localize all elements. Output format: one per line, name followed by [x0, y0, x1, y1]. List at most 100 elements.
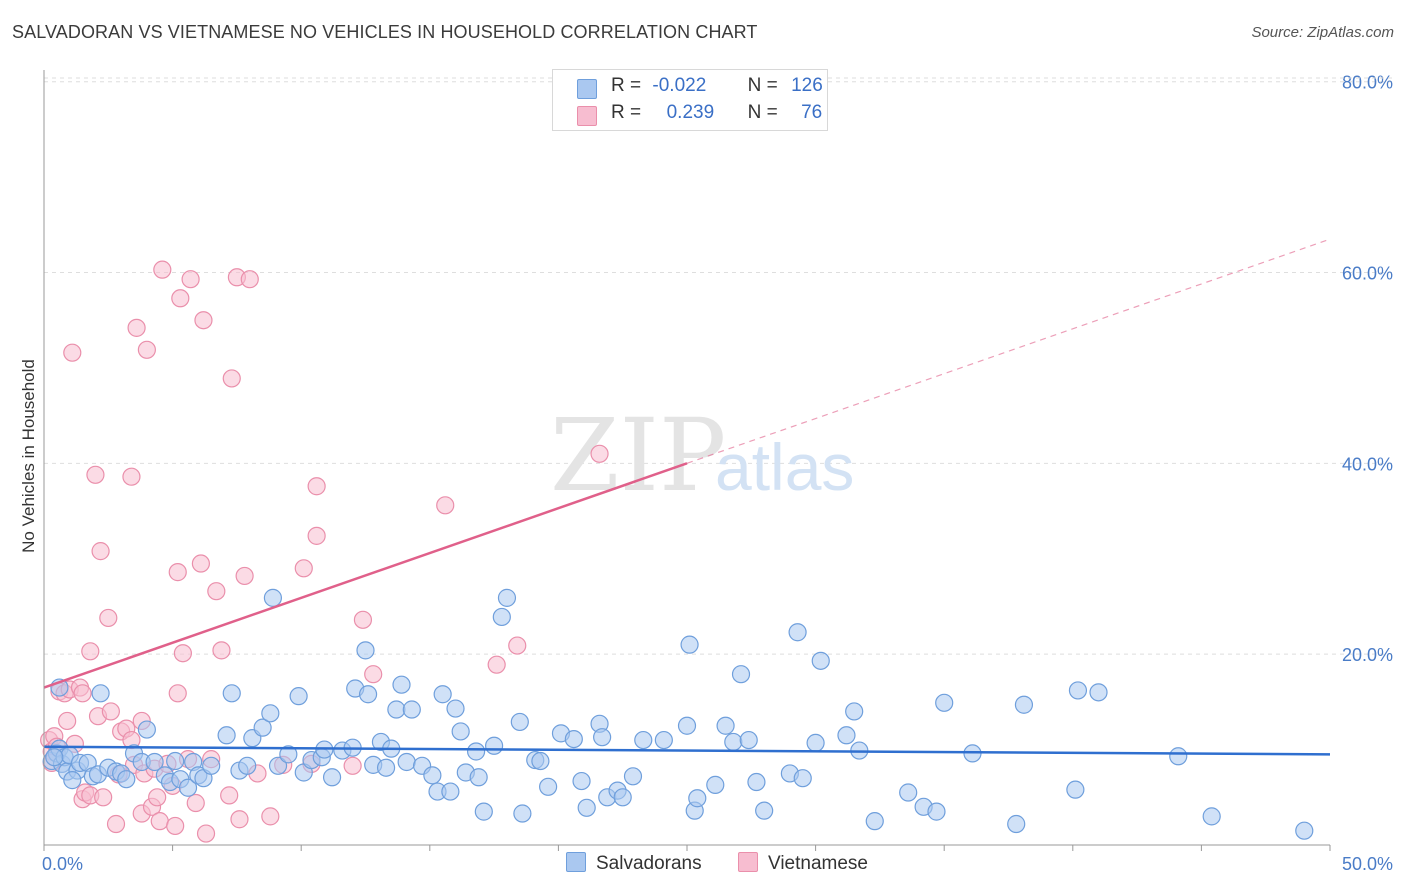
vietnamese-point: [101, 702, 120, 721]
salvadoran-point: [539, 777, 558, 796]
vietnamese-point: [307, 477, 326, 496]
salvadoran-point: [513, 804, 532, 823]
salvadoran-point: [577, 798, 596, 817]
y-tick-label: 80.0%: [1342, 73, 1393, 93]
salvadoran-point: [145, 752, 164, 772]
salvadoran-point: [865, 812, 884, 831]
legend-label: Vietnamese: [768, 853, 868, 874]
vietnamese-point: [261, 807, 280, 826]
legend-n-value: 76: [801, 102, 823, 123]
salvadoran-point: [706, 775, 725, 794]
vietnamese-point: [81, 642, 100, 661]
salvadoran-point: [837, 726, 856, 745]
vietnamese-point: [364, 665, 383, 684]
vietnamese-point: [294, 559, 313, 578]
legend-item-vietnamese[interactable]: Vietnamese: [738, 852, 868, 875]
salvadoran-point: [376, 758, 396, 777]
salvadoran-point: [1007, 814, 1026, 834]
vietnamese-point: [207, 582, 226, 601]
legend-item-salvadorans[interactable]: Salvadorans: [566, 852, 702, 875]
salvadoran-point: [677, 716, 697, 735]
vietnamese-point: [222, 369, 241, 388]
source-credit: Source: ZipAtlas.com: [1251, 24, 1394, 41]
vietnamese-point: [508, 636, 527, 655]
salvadoran-point: [680, 635, 699, 654]
vietnamese-point: [137, 340, 156, 359]
salvadoran-point: [289, 687, 308, 706]
vietnamese-point: [58, 711, 77, 731]
legend-r-label: R =: [611, 75, 642, 96]
salvadoran-point: [623, 767, 643, 786]
legend-swatch-pink: [577, 106, 597, 126]
vietnamese-point: [186, 793, 205, 813]
salvadoran-point: [1202, 807, 1221, 826]
salvadoran-point: [811, 651, 830, 670]
vietnamese-point: [171, 289, 190, 308]
salvadoran-point: [510, 712, 529, 732]
salvadoran-point: [433, 685, 452, 704]
salvadoran-point: [423, 766, 442, 785]
vietnamese-point: [181, 270, 200, 289]
watermark-zip: ZIP: [550, 397, 726, 514]
salvadoran-point: [1089, 683, 1108, 702]
vietnamese-point: [122, 467, 141, 486]
trend-lines: [43, 238, 1331, 756]
salvadoran-point: [531, 751, 550, 771]
salvadoran-point: [724, 732, 743, 752]
salvadoran-point: [466, 742, 486, 761]
salvadoran-point: [45, 748, 64, 767]
vietnamese-trend-line: [43, 462, 688, 689]
x-tick-label-min: 0.0%: [42, 854, 83, 874]
salvadoran-point: [222, 684, 241, 703]
legend-n-label: N =: [747, 75, 778, 96]
vietnamese-point: [106, 814, 126, 834]
y-axis-label: No Vehicles in Household: [19, 359, 38, 553]
vietnamese-point: [212, 641, 231, 660]
legend-r-value: -0.022: [652, 75, 707, 96]
salvadoran-point: [731, 665, 751, 684]
salvadoran-point: [788, 623, 807, 642]
salvadoran-point: [356, 641, 375, 660]
salvadoran-point: [1014, 695, 1034, 714]
y-tick-label: 60.0%: [1342, 264, 1393, 284]
salvadoran-point: [217, 726, 236, 745]
salvadoran-point: [593, 728, 612, 747]
salvadoran-point: [474, 802, 493, 821]
vietnamese-point: [73, 684, 92, 703]
vietnamese-point: [150, 812, 169, 831]
vietnamese-point: [220, 786, 239, 805]
salvadoran-point: [634, 730, 653, 750]
salvadoran-point: [63, 771, 82, 790]
watermark: ZIP atlas: [550, 397, 854, 514]
legend-r-label: R =: [611, 102, 642, 123]
vietnamese-point: [127, 318, 146, 337]
salvadoran-point: [469, 768, 488, 787]
salvadoran-point: [387, 700, 406, 719]
salvadoran-point: [397, 752, 416, 772]
salvadoran-point: [1066, 780, 1085, 799]
salvadoran-point: [402, 700, 421, 719]
salvadoran-point: [117, 770, 136, 789]
salvadoran-point: [253, 718, 272, 737]
salvadoran-point: [358, 685, 378, 704]
salvadoran-point: [492, 607, 511, 627]
vietnamese-point: [230, 810, 249, 829]
salvadoran-point: [739, 730, 758, 750]
axes: [43, 70, 1331, 851]
vietnamese-point: [240, 270, 259, 289]
y-tick-label: 40.0%: [1342, 454, 1393, 474]
salvadoran-point: [935, 693, 954, 712]
salvadoran-point: [654, 730, 673, 750]
chart-title: SALVADORAN VS VIETNAMESE NO VEHICLES IN …: [12, 22, 758, 42]
vietnamese-point: [166, 816, 185, 836]
salvadoran-point: [268, 756, 288, 775]
vietnamese-point: [191, 554, 210, 573]
vietnamese-point: [168, 684, 187, 703]
salvadoran-point: [1068, 681, 1088, 700]
vietnamese-point: [196, 824, 216, 843]
salvadoran-point: [845, 702, 864, 721]
salvadoran-point: [485, 736, 504, 755]
x-tick-label-max: 50.0%: [1342, 854, 1393, 874]
salvadoran-point: [1295, 821, 1314, 840]
